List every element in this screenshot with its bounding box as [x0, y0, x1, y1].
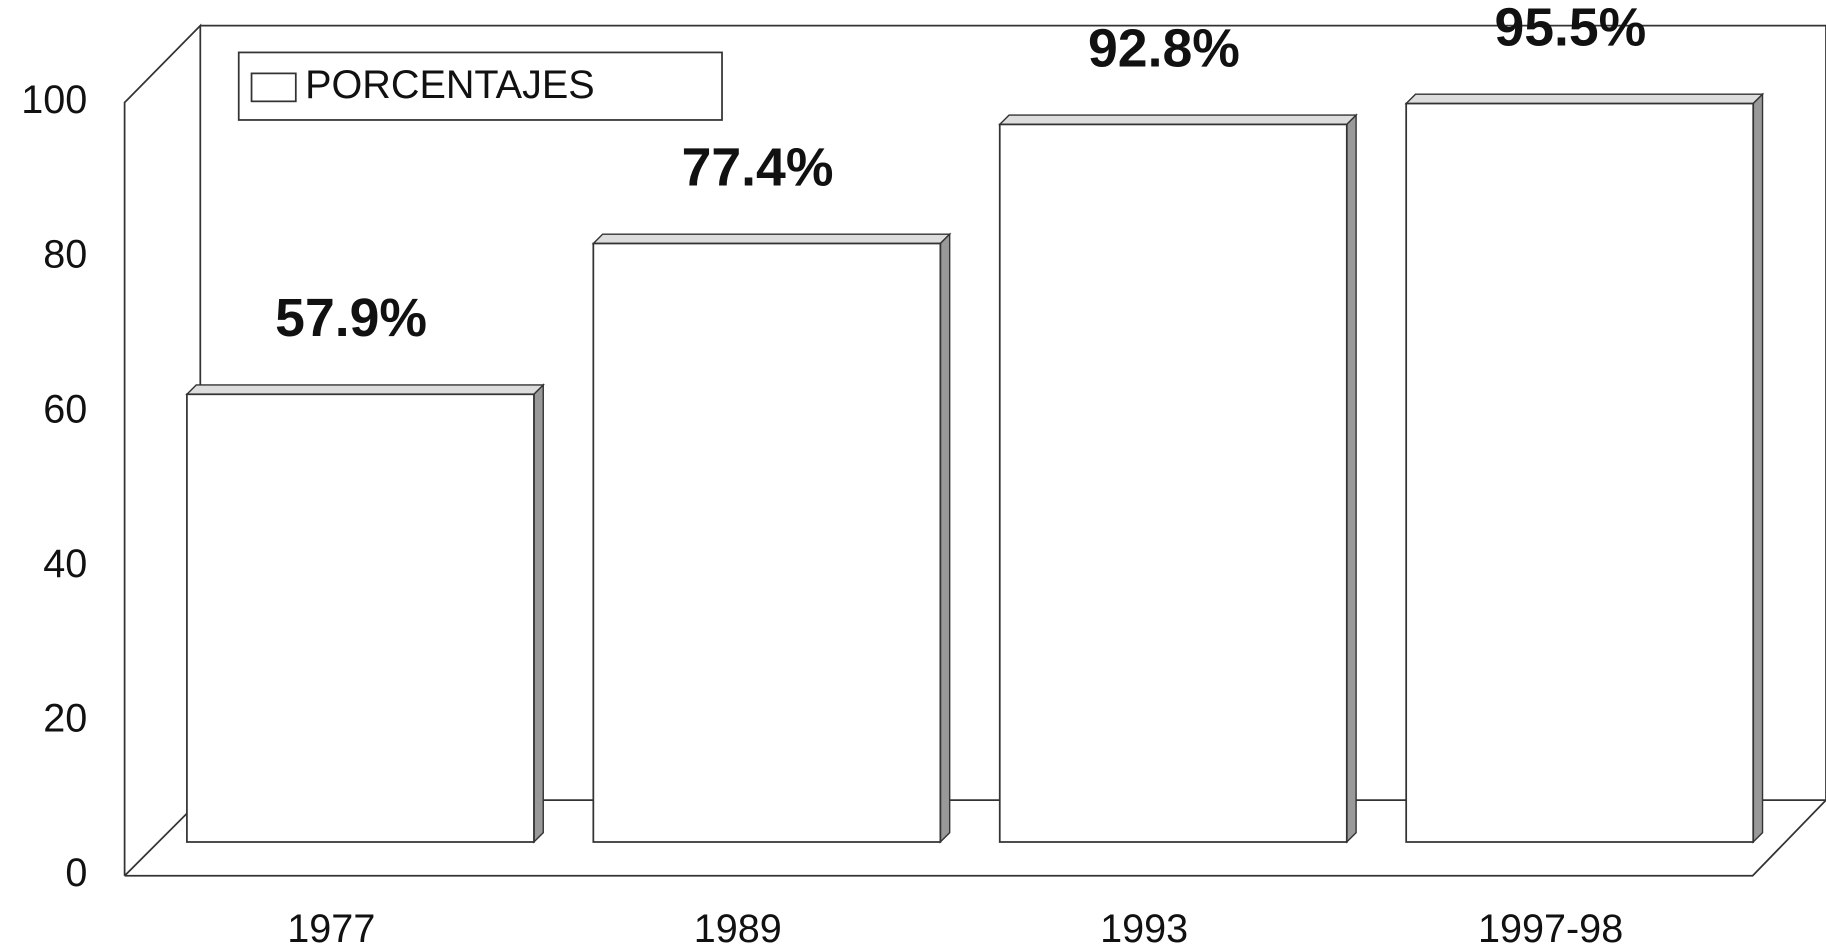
legend-label: PORCENTAJES [305, 63, 595, 107]
legend-box [237, 51, 723, 121]
bar [592, 242, 942, 843]
y-tick-label: 100 [21, 78, 87, 122]
floor [124, 799, 1826, 877]
legend: PORCENTAJES [237, 51, 723, 121]
x-tick-label: 1989 [694, 907, 782, 948]
x-tick-label: 1993 [1100, 907, 1188, 948]
x-tick-label: 1997-98 [1478, 907, 1623, 948]
bar-top [185, 384, 545, 395]
bar-top [998, 114, 1358, 126]
bar-side [1346, 113, 1357, 844]
bar-top [591, 233, 952, 245]
y-tick-label: 20 [43, 697, 87, 741]
y-tick-label: 0 [65, 851, 87, 895]
y-tick-label: 60 [43, 387, 87, 431]
data-label: 95.5% [1494, 0, 1646, 57]
bar-side [939, 232, 951, 844]
bar-top [1404, 93, 1765, 105]
data-label: 92.8% [1088, 19, 1240, 78]
bar [1405, 102, 1755, 843]
bar [186, 393, 535, 843]
bar-side [1752, 92, 1764, 844]
x-tick-label: 1977 [287, 907, 375, 948]
y-tick-label: 80 [43, 233, 87, 277]
data-label: 57.9% [275, 289, 427, 348]
bar [998, 123, 1348, 843]
y-tick-label: 40 [43, 542, 87, 586]
data-label: 77.4% [682, 138, 834, 197]
legend-swatch [250, 72, 297, 103]
bar-side [533, 383, 544, 844]
